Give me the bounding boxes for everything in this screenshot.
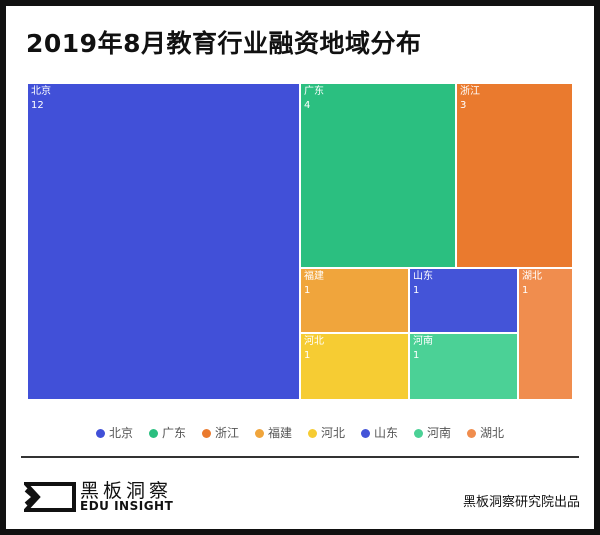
cell-value: 1 (304, 350, 311, 361)
legend-dot-icon (308, 429, 317, 438)
chart-frame: 2019年8月教育行业融资地域分布 北京 12 广东 4 浙江 3 福建 1 河北 1 山东 1 河南 1… (6, 6, 594, 529)
cell-value: 1 (413, 350, 420, 361)
cell-value: 1 (413, 285, 420, 296)
treemap-cell[interactable]: 北京 12 (27, 83, 300, 400)
cell-label: 浙江 (460, 86, 480, 97)
edu-insight-logo-icon (24, 482, 76, 512)
cell-value: 1 (304, 285, 311, 296)
legend-label: 河南 (427, 426, 452, 440)
legend-dot-icon (148, 429, 158, 438)
cell-label: 湖北 (522, 271, 542, 282)
legend-label: 湖北 (480, 426, 505, 440)
legend-dot-icon (414, 429, 424, 438)
cell-label: 福建 (304, 271, 324, 282)
legend-label: 福建 (267, 426, 292, 440)
legend-label: 北京 (108, 426, 133, 440)
legend-item[interactable]: 广东 (148, 424, 186, 441)
treemap-cell[interactable]: 浙江 3 (456, 83, 573, 268)
treemap-cell[interactable]: 湖北 1 (518, 268, 573, 400)
legend-item[interactable]: 浙江 (201, 424, 239, 441)
credit-text: 黑板洞察研究院出品 (462, 495, 580, 510)
treemap-cell[interactable]: 广东 4 (300, 83, 456, 268)
cell-value: 3 (460, 100, 467, 111)
cell-value: 1 (522, 285, 529, 296)
chart-title: 2019年8月教育行业融资地域分布 (26, 29, 422, 58)
brand-name-cn: 黑板洞察 (80, 480, 173, 502)
legend-item[interactable]: 河北 (308, 424, 345, 441)
cell-label: 山东 (413, 271, 433, 282)
cell-value: 4 (304, 100, 311, 111)
cell-label: 河北 (304, 336, 324, 347)
cell-label: 广东 (304, 86, 324, 97)
legend-label: 浙江 (214, 426, 239, 440)
legend-item[interactable]: 福建 (254, 424, 292, 441)
legend-label: 山东 (374, 426, 399, 440)
divider (21, 456, 579, 458)
cell-label: 北京 (31, 86, 51, 97)
cell-label: 河南 (413, 336, 433, 347)
legend-label: 河北 (321, 426, 346, 440)
legend-item[interactable]: 湖北 (467, 424, 504, 441)
treemap-cell[interactable]: 山东 1 (409, 268, 518, 333)
legend-dot-icon (361, 429, 371, 438)
treemap-cell[interactable]: 福建 1 (300, 268, 409, 333)
legend-item[interactable]: 山东 (361, 424, 398, 441)
legend-item[interactable]: 北京 (95, 424, 133, 441)
legend-item[interactable]: 河南 (414, 424, 451, 441)
legend-dot-icon (95, 429, 105, 438)
legend: 北京 广东 浙江 福建 河北 山东 河南 湖北 (6, 424, 594, 441)
treemap-cell[interactable]: 河南 1 (409, 333, 518, 400)
treemap-cell[interactable]: 河北 1 (300, 333, 409, 400)
legend-dot-icon (254, 429, 264, 438)
legend-label: 广东 (161, 426, 186, 440)
legend-dot-icon (201, 429, 211, 438)
cell-value: 12 (31, 100, 44, 111)
brand-name-en: EDU INSIGHT (80, 499, 174, 513)
legend-dot-icon (467, 429, 477, 438)
